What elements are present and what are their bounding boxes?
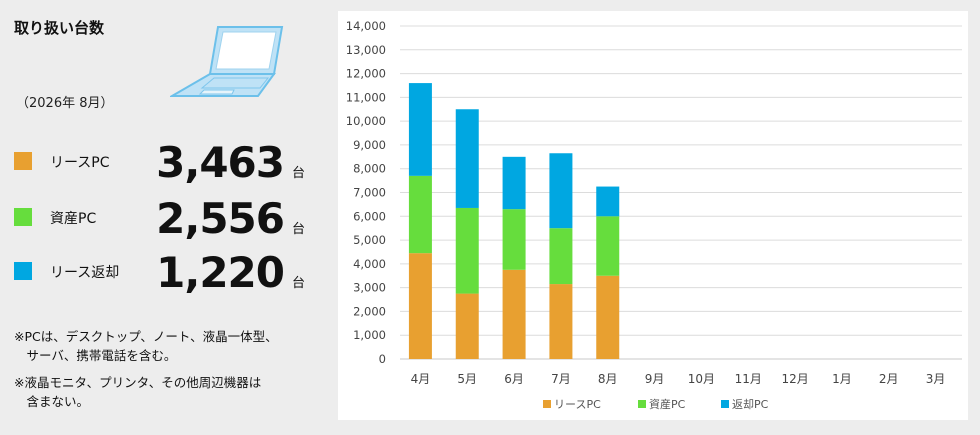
stat-value: 1,220 (156, 248, 285, 297)
x-tick-label: 11月 (735, 372, 762, 386)
note-line: ※PCは、デスクトップ、ノート、液晶一体型、 (14, 329, 278, 344)
x-tick-label: 5月 (457, 372, 477, 386)
bar-segment (502, 269, 526, 359)
bar-segment (549, 153, 573, 229)
y-tick-label: 8,000 (353, 162, 386, 176)
legend-swatch (721, 400, 729, 408)
x-tick-label: 9月 (645, 372, 665, 386)
bar-segment (596, 186, 620, 217)
stat-label: 資産PC (50, 211, 97, 227)
note-line: サーバ、携帯電話を含む。 (14, 348, 177, 363)
x-tick-label: 12月 (781, 372, 808, 386)
bar-segment (455, 109, 479, 208)
x-tick-label: 10月 (688, 372, 715, 386)
x-tick-label: 7月 (551, 372, 571, 386)
y-tick-label: 5,000 (353, 233, 386, 247)
bar-segment (596, 275, 620, 359)
stat-label: リースPC (50, 155, 110, 171)
stat-lease-pc: リースPC 3,463 台 (14, 140, 324, 186)
stat-value: 2,556 (156, 194, 285, 243)
legend-swatch (543, 400, 551, 408)
x-tick-label: 1月 (832, 372, 852, 386)
y-tick-label: 4,000 (353, 257, 386, 271)
y-tick-label: 11,000 (346, 90, 386, 104)
legend-swatch (638, 400, 646, 408)
y-tick-label: 10,000 (346, 114, 386, 128)
x-tick-label: 6月 (504, 372, 524, 386)
y-tick-label: 0 (379, 352, 386, 366)
lease-pc-swatch (14, 152, 32, 170)
note-line: ※液晶モニタ、プリンタ、その他周辺機器は (14, 375, 262, 390)
chart-panel: 0 1,000 2,000 3,000 4,000 5,000 6,000 7,000 8,00… (338, 11, 968, 420)
legend-label: 資産PC (649, 398, 686, 411)
stat-value: 3,463 (156, 138, 285, 187)
bar-segment (549, 284, 573, 359)
legend-label: リースPC (554, 398, 601, 411)
bar-segment (408, 175, 432, 254)
summary-panel: 取り扱い台数 （2026年 8月） リースPC 3,463 台 資産PC 2,5… (0, 0, 330, 435)
stat-asset-pc: 資産PC 2,556 台 (14, 196, 324, 242)
stat-lease-return: リース返却 1,220 台 (14, 250, 324, 296)
bar-segment (455, 207, 479, 294)
y-tick-label: 12,000 (346, 67, 386, 81)
page-title: 取り扱い台数 (14, 19, 105, 37)
y-tick-label: 14,000 (346, 19, 386, 33)
note-line: 含まない。 (14, 394, 90, 409)
x-tick-label: 3月 (926, 372, 946, 386)
x-tick-label: 4月 (411, 372, 431, 386)
y-tick-label: 13,000 (346, 43, 386, 57)
bar-segment (455, 293, 479, 359)
stat-unit: 台 (292, 276, 306, 291)
report-period: （2026年 8月） (16, 96, 114, 111)
lease-return-swatch (14, 262, 32, 280)
bar-segment (549, 228, 573, 285)
asset-pc-swatch (14, 208, 32, 226)
y-tick-label: 9,000 (353, 138, 386, 152)
bar-segment (502, 156, 526, 210)
bar-segment (408, 83, 432, 176)
y-tick-label: 3,000 (353, 281, 386, 295)
y-tick-label: 2,000 (353, 304, 386, 318)
stat-label: リース返却 (50, 265, 120, 281)
bar-segment (596, 216, 620, 276)
y-tick-label: 6,000 (353, 209, 386, 223)
x-tick-label: 8月 (598, 372, 618, 386)
stat-unit: 台 (292, 166, 306, 181)
bar-segment (408, 253, 432, 359)
laptop-icon (168, 22, 288, 108)
y-tick-label: 7,000 (353, 186, 386, 200)
stacked-bar-chart: 0 1,000 2,000 3,000 4,000 5,000 6,000 7,000 8,00… (346, 19, 962, 411)
stat-unit: 台 (292, 222, 306, 237)
bar-segment (502, 209, 526, 270)
x-tick-label: 2月 (879, 372, 899, 386)
y-tick-label: 1,000 (353, 328, 386, 342)
legend-label: 返却PC (732, 398, 769, 411)
